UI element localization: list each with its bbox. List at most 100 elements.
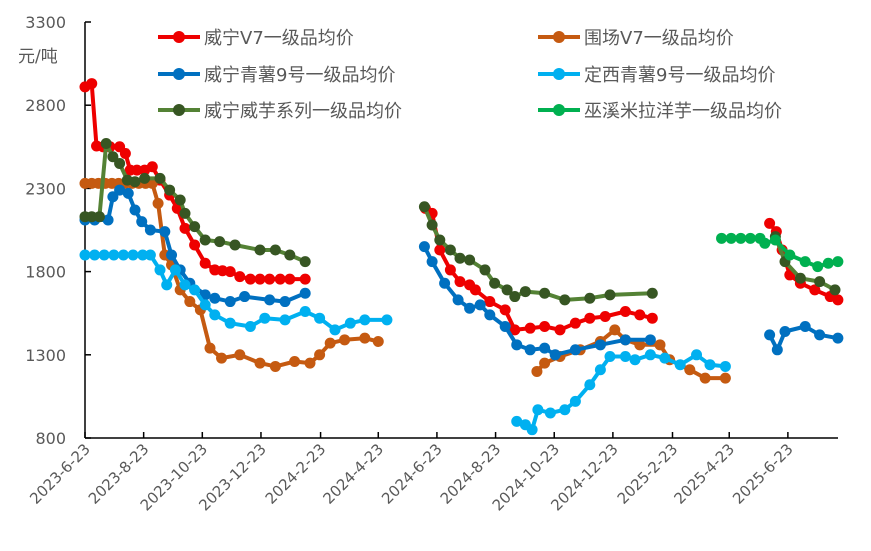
legend-marker xyxy=(553,104,565,116)
data-point xyxy=(154,172,166,184)
data-point xyxy=(269,360,281,372)
series-5 xyxy=(79,137,841,306)
data-point xyxy=(725,232,737,244)
data-point xyxy=(161,279,173,291)
data-point xyxy=(499,321,511,333)
data-point xyxy=(214,236,226,248)
data-point xyxy=(179,207,191,219)
data-point xyxy=(264,294,276,306)
data-point xyxy=(569,395,581,407)
data-point xyxy=(812,261,824,273)
data-point xyxy=(832,256,844,268)
data-point xyxy=(464,302,476,314)
x-tick-label: 2024-2-23 xyxy=(262,440,330,508)
data-point xyxy=(259,312,271,324)
data-point xyxy=(299,256,311,268)
data-point xyxy=(769,234,781,246)
data-point xyxy=(539,321,551,333)
data-point xyxy=(619,306,631,318)
data-point xyxy=(179,222,191,234)
data-point xyxy=(107,191,119,203)
data-point xyxy=(234,349,246,361)
data-point xyxy=(822,257,834,269)
data-point xyxy=(779,326,791,338)
data-point xyxy=(674,359,686,371)
data-point xyxy=(129,176,141,188)
data-point xyxy=(719,372,731,384)
data-point xyxy=(108,249,120,261)
data-point xyxy=(501,284,513,296)
data-point xyxy=(254,244,266,256)
data-point xyxy=(474,299,486,311)
data-point xyxy=(224,317,236,329)
legend-item: 围场V7一级品均价 xyxy=(538,28,734,49)
y-tick-label: 3300 xyxy=(25,13,66,32)
data-point xyxy=(159,226,171,238)
legend-item: 威宁V7一级品均价 xyxy=(158,28,354,49)
data-point xyxy=(832,332,844,344)
data-point xyxy=(244,273,256,285)
data-point xyxy=(344,317,356,329)
data-point xyxy=(594,364,606,376)
data-point xyxy=(199,299,211,311)
y-tick-label: 1800 xyxy=(25,263,66,282)
x-tick-label: 2025-4-23 xyxy=(670,440,738,508)
data-point xyxy=(129,204,141,216)
data-point xyxy=(146,161,158,173)
data-point xyxy=(114,184,126,196)
data-point xyxy=(224,266,236,278)
legend-marker xyxy=(553,68,565,80)
data-point xyxy=(511,339,523,351)
series-4 xyxy=(79,249,731,436)
data-point xyxy=(609,324,621,336)
data-point xyxy=(284,273,296,285)
data-point xyxy=(444,244,456,256)
data-point xyxy=(279,314,291,326)
series-6 xyxy=(716,232,844,273)
data-point xyxy=(531,365,543,377)
data-point xyxy=(93,211,105,223)
data-point xyxy=(604,350,616,362)
data-point xyxy=(418,241,430,253)
data-point xyxy=(524,322,536,334)
data-point xyxy=(619,350,631,362)
data-point xyxy=(644,349,656,361)
data-point xyxy=(119,147,131,159)
data-point xyxy=(229,239,241,251)
data-point xyxy=(244,321,256,333)
data-point xyxy=(139,172,151,184)
x-tick-label: 2024-6-23 xyxy=(378,440,446,508)
data-point xyxy=(166,249,178,261)
data-point xyxy=(199,234,211,246)
data-point xyxy=(329,324,341,336)
y-tick-label: 1300 xyxy=(25,346,66,365)
data-point xyxy=(539,357,551,369)
data-point xyxy=(814,276,826,288)
data-point xyxy=(554,324,566,336)
legend-marker xyxy=(553,31,565,43)
data-point xyxy=(719,360,731,372)
data-point xyxy=(699,372,711,384)
data-point xyxy=(314,312,326,324)
data-point xyxy=(619,334,631,346)
data-point xyxy=(594,339,606,351)
data-point xyxy=(704,359,716,371)
data-point xyxy=(269,244,281,256)
data-point xyxy=(279,296,291,308)
data-point xyxy=(304,357,316,369)
data-point xyxy=(452,294,464,306)
data-point xyxy=(799,256,811,268)
data-point xyxy=(122,187,134,199)
data-point xyxy=(79,249,91,261)
data-point xyxy=(509,324,521,336)
data-point xyxy=(584,292,596,304)
series-line xyxy=(85,253,387,332)
series-line xyxy=(424,206,653,332)
y-axis: 800 1300 1800 2300 2800 3300 xyxy=(25,13,91,448)
data-point xyxy=(189,284,201,296)
data-point xyxy=(569,344,581,356)
data-point xyxy=(814,329,826,341)
x-tick-label: 2024-4-23 xyxy=(319,440,387,508)
data-point xyxy=(154,264,166,276)
data-point xyxy=(107,151,119,163)
